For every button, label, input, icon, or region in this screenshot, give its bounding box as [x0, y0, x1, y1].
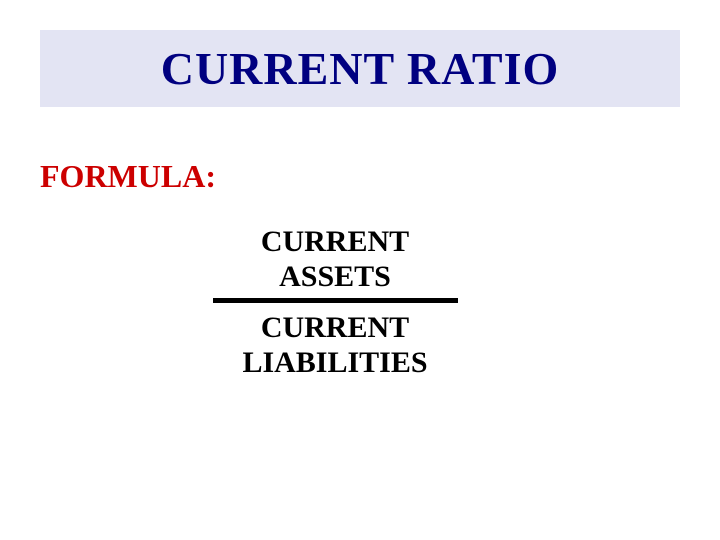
denominator-line-2: LIABILITIES: [242, 346, 427, 379]
formula-label: FORMULA:: [40, 158, 216, 195]
formula-fraction: CURRENT ASSETS CURRENT LIABILITIES: [200, 225, 470, 380]
formula-numerator: CURRENT ASSETS: [200, 225, 470, 294]
numerator-line-1: CURRENT: [261, 225, 409, 258]
title-text: CURRENT RATIO: [40, 42, 680, 95]
title-box: CURRENT RATIO: [40, 30, 680, 107]
numerator-line-2: ASSETS: [279, 260, 391, 293]
denominator-line-1: CURRENT: [261, 311, 409, 344]
formula-denominator: CURRENT LIABILITIES: [200, 311, 470, 380]
fraction-bar: [213, 298, 458, 303]
